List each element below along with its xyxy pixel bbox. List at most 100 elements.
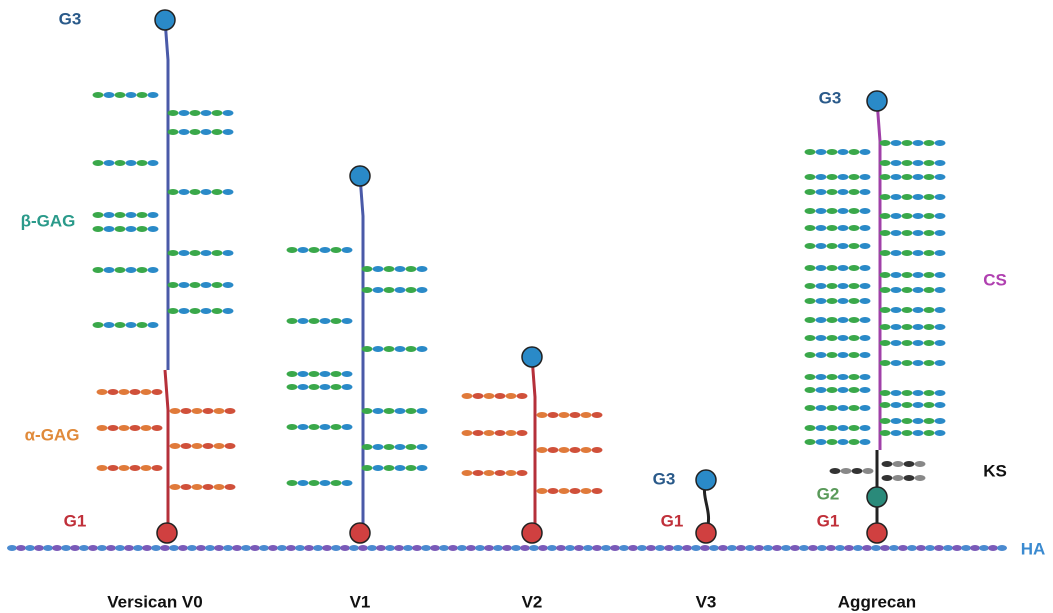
gag-unit xyxy=(891,194,902,200)
gag-unit xyxy=(223,282,234,288)
gag-unit xyxy=(860,317,871,323)
domain-label: G1 xyxy=(817,511,840,530)
gag-unit xyxy=(880,402,891,408)
gag-unit xyxy=(891,390,902,396)
gag-unit xyxy=(935,430,946,436)
gag-unit xyxy=(816,174,827,180)
gag-unit xyxy=(559,447,570,453)
gag-unit xyxy=(137,322,148,328)
gag-unit xyxy=(860,265,871,271)
ha-unit xyxy=(142,545,152,551)
gag-unit xyxy=(816,439,827,445)
gag-unit xyxy=(320,424,331,430)
ha-unit xyxy=(871,545,881,551)
gag-unit xyxy=(816,208,827,214)
domain-label: G1 xyxy=(64,511,87,530)
gag-unit xyxy=(860,208,871,214)
ha-unit xyxy=(331,545,341,551)
gag-unit xyxy=(827,352,838,358)
ha-unit xyxy=(925,545,935,551)
gag-unit xyxy=(902,272,913,278)
gag-unit xyxy=(201,250,212,256)
ha-unit xyxy=(943,545,953,551)
ha-unit xyxy=(817,545,827,551)
gag-unit xyxy=(880,194,891,200)
gag-unit xyxy=(891,160,902,166)
gag-unit xyxy=(860,387,871,393)
gag-unit xyxy=(880,430,891,436)
ha-unit xyxy=(934,545,944,551)
gag-unit xyxy=(137,267,148,273)
gag-unit xyxy=(935,194,946,200)
gag-unit xyxy=(484,470,495,476)
gag-unit xyxy=(395,346,406,352)
gag-unit xyxy=(148,322,159,328)
gag-unit xyxy=(935,324,946,330)
gag-unit xyxy=(924,430,935,436)
gag-unit xyxy=(935,287,946,293)
gag-unit xyxy=(373,444,384,450)
gag-unit xyxy=(902,230,913,236)
gag-unit xyxy=(827,208,838,214)
gag-unit xyxy=(179,189,190,195)
ha-unit xyxy=(691,545,701,551)
gag-unit xyxy=(902,213,913,219)
gag-unit xyxy=(115,226,126,232)
gag-unit xyxy=(816,335,827,341)
gag-unit xyxy=(168,282,179,288)
gag-unit xyxy=(816,189,827,195)
gag-unit xyxy=(214,443,225,449)
gag-unit xyxy=(108,425,119,431)
gag-unit xyxy=(880,140,891,146)
gag-unit xyxy=(168,110,179,116)
gag-unit xyxy=(860,149,871,155)
gag-unit xyxy=(882,475,893,481)
gag-unit xyxy=(137,160,148,166)
gag-unit xyxy=(406,408,417,414)
ha-unit xyxy=(340,545,350,551)
gag-unit xyxy=(805,243,816,249)
gag-unit xyxy=(417,408,428,414)
ha-unit xyxy=(466,545,476,551)
g1 xyxy=(696,523,716,543)
gag-unit xyxy=(406,287,417,293)
gag-unit xyxy=(913,272,924,278)
gag-unit xyxy=(97,465,108,471)
core-protein xyxy=(360,176,363,533)
gag-unit xyxy=(827,189,838,195)
gag-unit xyxy=(362,444,373,450)
ha-unit xyxy=(475,545,485,551)
gag-unit xyxy=(192,408,203,414)
gag-unit xyxy=(309,424,320,430)
gag-unit xyxy=(935,418,946,424)
ha-unit xyxy=(970,545,980,551)
gag-unit xyxy=(342,318,353,324)
gag-unit xyxy=(924,272,935,278)
gag-unit xyxy=(805,265,816,271)
gag-unit xyxy=(130,465,141,471)
ha-unit xyxy=(574,545,584,551)
ha-unit xyxy=(745,545,755,551)
ha-unit xyxy=(592,545,602,551)
gag-unit xyxy=(924,340,935,346)
core-protein xyxy=(877,101,880,450)
ha-unit xyxy=(187,545,197,551)
gag-unit xyxy=(838,439,849,445)
molecule-name: V1 xyxy=(350,592,371,611)
g3 xyxy=(522,347,542,367)
gag-unit xyxy=(506,430,517,436)
gag-unit xyxy=(880,390,891,396)
ha-unit xyxy=(502,545,512,551)
domain-label: G2 xyxy=(817,484,840,503)
gag-unit xyxy=(902,194,913,200)
gag-unit xyxy=(152,465,163,471)
gag-unit xyxy=(190,189,201,195)
gag-unit xyxy=(384,287,395,293)
gag-unit xyxy=(373,346,384,352)
gag-unit xyxy=(517,470,528,476)
gag-unit xyxy=(223,189,234,195)
gag-unit xyxy=(913,418,924,424)
ha-unit xyxy=(268,545,278,551)
gag-unit xyxy=(298,424,309,430)
domain-label: G3 xyxy=(653,469,676,488)
